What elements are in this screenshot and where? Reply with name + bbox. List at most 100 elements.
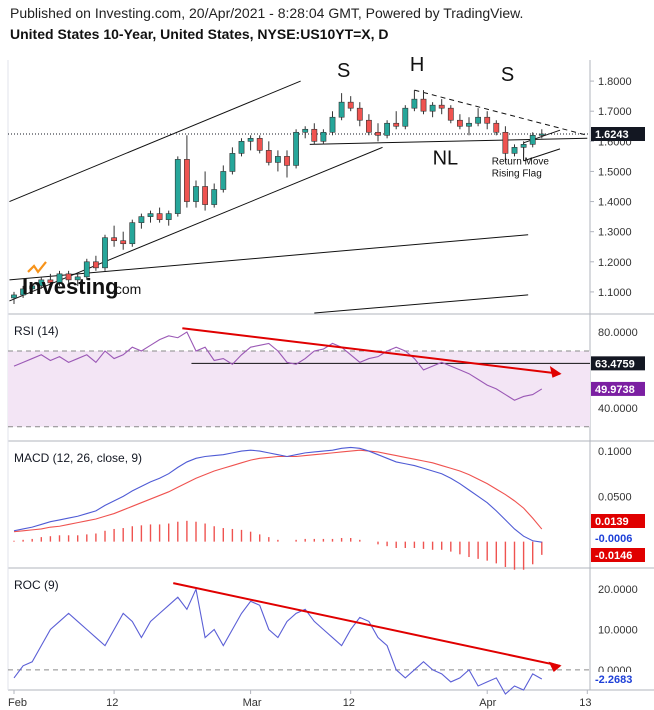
candle-body-30	[284, 156, 290, 166]
candle-body-39	[365, 119, 372, 133]
roc-last-badge-text: -2.2683	[595, 674, 632, 686]
candle-22	[211, 183, 218, 208]
price-tick-label-3: 1.5000	[598, 166, 632, 178]
candle-body-23	[220, 171, 227, 190]
roc-title: ROC (9)	[14, 578, 59, 592]
candle-body-44	[411, 98, 418, 109]
candle-28	[265, 141, 272, 166]
candle-body-33	[311, 128, 318, 142]
candle-body-45	[420, 98, 427, 112]
candle-5	[56, 270, 63, 286]
support-line-lower	[314, 294, 529, 314]
candle-body-50	[466, 122, 472, 127]
macd-title: MACD (12, 26, close, 9)	[14, 451, 142, 465]
candle-33	[311, 123, 318, 145]
candle-31	[293, 129, 299, 169]
candle-body-19	[184, 159, 190, 202]
candle-body-31	[293, 131, 299, 166]
candle-47	[438, 99, 445, 115]
candle-body-26	[247, 138, 254, 142]
candle-9	[93, 255, 99, 271]
pattern-label-1: Rising Flag	[492, 168, 542, 179]
price-last-badge: 1.6243	[591, 127, 645, 142]
published-caption: Published on Investing.com, 20/Apr/2021 …	[10, 5, 524, 21]
macd-signal-badge-text: 0.0139	[595, 516, 629, 528]
candle-40	[375, 123, 381, 142]
candle-54	[502, 126, 509, 163]
rsi-trend-arrow	[182, 327, 561, 375]
rsi-line	[13, 331, 543, 401]
price-last-badge-text: 1.6243	[595, 129, 629, 141]
candle-body-28	[265, 150, 272, 163]
candle-body-54	[502, 131, 509, 154]
macd-value-badge: -0.0006	[591, 531, 645, 545]
candle-19	[184, 135, 190, 208]
macd-signal-badge-bg	[591, 514, 645, 528]
right-shoulder-label: S	[501, 64, 514, 86]
rsi-tick-label-0: 80.0000	[598, 327, 638, 339]
candle-20	[193, 180, 199, 208]
candle-38	[356, 102, 363, 127]
candle-body-49	[456, 119, 463, 127]
candle-body-16	[156, 213, 163, 220]
macd-hist-badge-text: -0.0146	[595, 550, 632, 562]
candle-0	[11, 291, 17, 304]
candle-body-25	[238, 141, 245, 154]
candle-body-7	[74, 276, 81, 281]
candle-49	[456, 114, 463, 130]
roc-tick-label-0: 20.0000	[598, 584, 638, 596]
candle-body-36	[338, 101, 345, 118]
watermark-brand: Investing	[22, 274, 119, 299]
candle-36	[338, 93, 345, 121]
candle-4	[47, 273, 54, 286]
candle-body-0	[11, 294, 17, 299]
candle-34	[320, 129, 327, 145]
roc-trend-arrow	[173, 582, 561, 667]
candle-body-2	[29, 285, 36, 290]
candle-23	[220, 165, 227, 193]
candle-body-43	[402, 107, 409, 127]
candle-44	[411, 90, 418, 112]
candle-body-3	[38, 279, 45, 287]
candle-27	[256, 135, 263, 154]
rsi-last-badge-text: 49.9738	[595, 384, 635, 396]
price-tick-label-5: 1.3000	[598, 227, 632, 239]
x-tick-label-4: Apr	[479, 697, 496, 709]
candle-53	[493, 120, 500, 136]
candle-11	[111, 225, 117, 247]
price-last-badge-bg	[591, 127, 645, 142]
candle-body-35	[329, 116, 336, 133]
watermark-suffix: .com	[111, 281, 141, 297]
rsi-level-badge: 63.4759	[591, 356, 645, 371]
candle-26	[247, 135, 254, 151]
price-tick-label-6: 1.2000	[598, 257, 632, 269]
candle-7	[74, 273, 81, 286]
candle-body-34	[320, 131, 327, 142]
candle-body-22	[211, 189, 218, 205]
x-tick-label-2: Mar	[243, 697, 262, 709]
candle-10	[102, 234, 108, 271]
candle-body-40	[375, 131, 381, 136]
candle-17	[165, 210, 172, 226]
candle-body-5	[56, 273, 63, 284]
candle-52	[484, 111, 491, 130]
candle-body-17	[165, 213, 172, 220]
upper-channel-line	[9, 80, 301, 203]
candle-body-8	[83, 261, 90, 278]
candle-45	[420, 90, 427, 115]
rsi-level-badge-text: 63.4759	[595, 358, 635, 370]
candle-body-29	[274, 156, 281, 163]
macd-hist-badge: -0.0146	[591, 548, 645, 562]
head-trendline-dashed	[414, 89, 588, 136]
candle-body-58	[538, 133, 545, 136]
macd-line	[13, 446, 542, 543]
candle-6	[65, 270, 72, 283]
candle-body-15	[147, 213, 154, 217]
pattern-label-0: Return Move	[492, 156, 550, 167]
rsi-trend-arrowhead	[549, 366, 562, 378]
candle-body-11	[111, 237, 117, 242]
candle-body-12	[120, 240, 127, 245]
candle-29	[274, 150, 281, 172]
roc-last-badge-bg	[591, 671, 645, 686]
